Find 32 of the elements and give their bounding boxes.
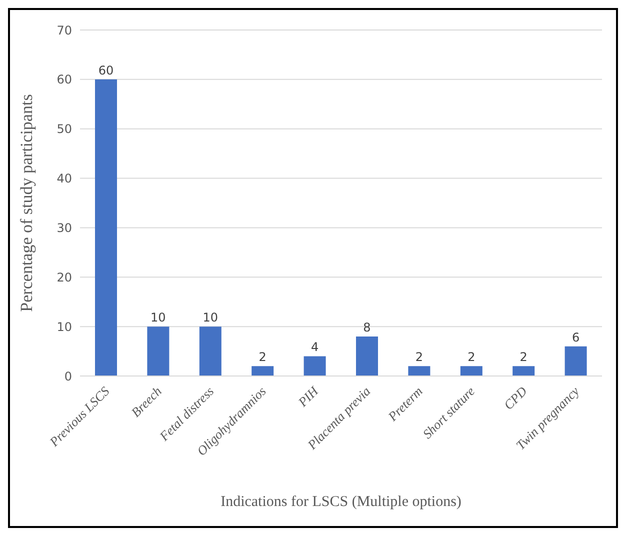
bar [512, 366, 535, 376]
data-label: 2 [468, 350, 476, 364]
y-tick-label: 10 [56, 320, 72, 334]
data-label: 2 [520, 350, 528, 364]
data-label: 8 [363, 320, 371, 334]
y-tick-label: 40 [56, 172, 72, 186]
bar [252, 366, 274, 376]
x-tick-label: PIH [294, 383, 322, 410]
bar [460, 366, 482, 376]
y-tick-label: 50 [56, 122, 72, 136]
bar [147, 326, 170, 376]
y-tick-label: 0 [64, 369, 72, 384]
y-tick-label: 20 [56, 270, 72, 284]
bar [95, 79, 117, 376]
bar [356, 336, 378, 376]
data-label: 2 [415, 350, 424, 364]
bar [564, 346, 587, 376]
y-tick-label: 70 [56, 23, 72, 38]
x-tick-label: CPD [500, 383, 530, 413]
data-label: 60 [98, 63, 114, 78]
y-tick-label: 60 [56, 72, 72, 87]
data-label: 2 [258, 350, 266, 364]
bar [199, 326, 222, 376]
x-axis-title: Indications for LSCS (Multiple options) [220, 494, 462, 510]
bar [304, 356, 326, 376]
y-axis-title: Percentage of study participants [17, 94, 36, 312]
data-label: 10 [202, 310, 218, 325]
y-tick-label: 30 [56, 220, 72, 235]
data-label: 10 [150, 310, 166, 325]
bar [408, 366, 430, 376]
data-label: 4 [310, 340, 319, 354]
data-label: 6 [572, 330, 580, 344]
